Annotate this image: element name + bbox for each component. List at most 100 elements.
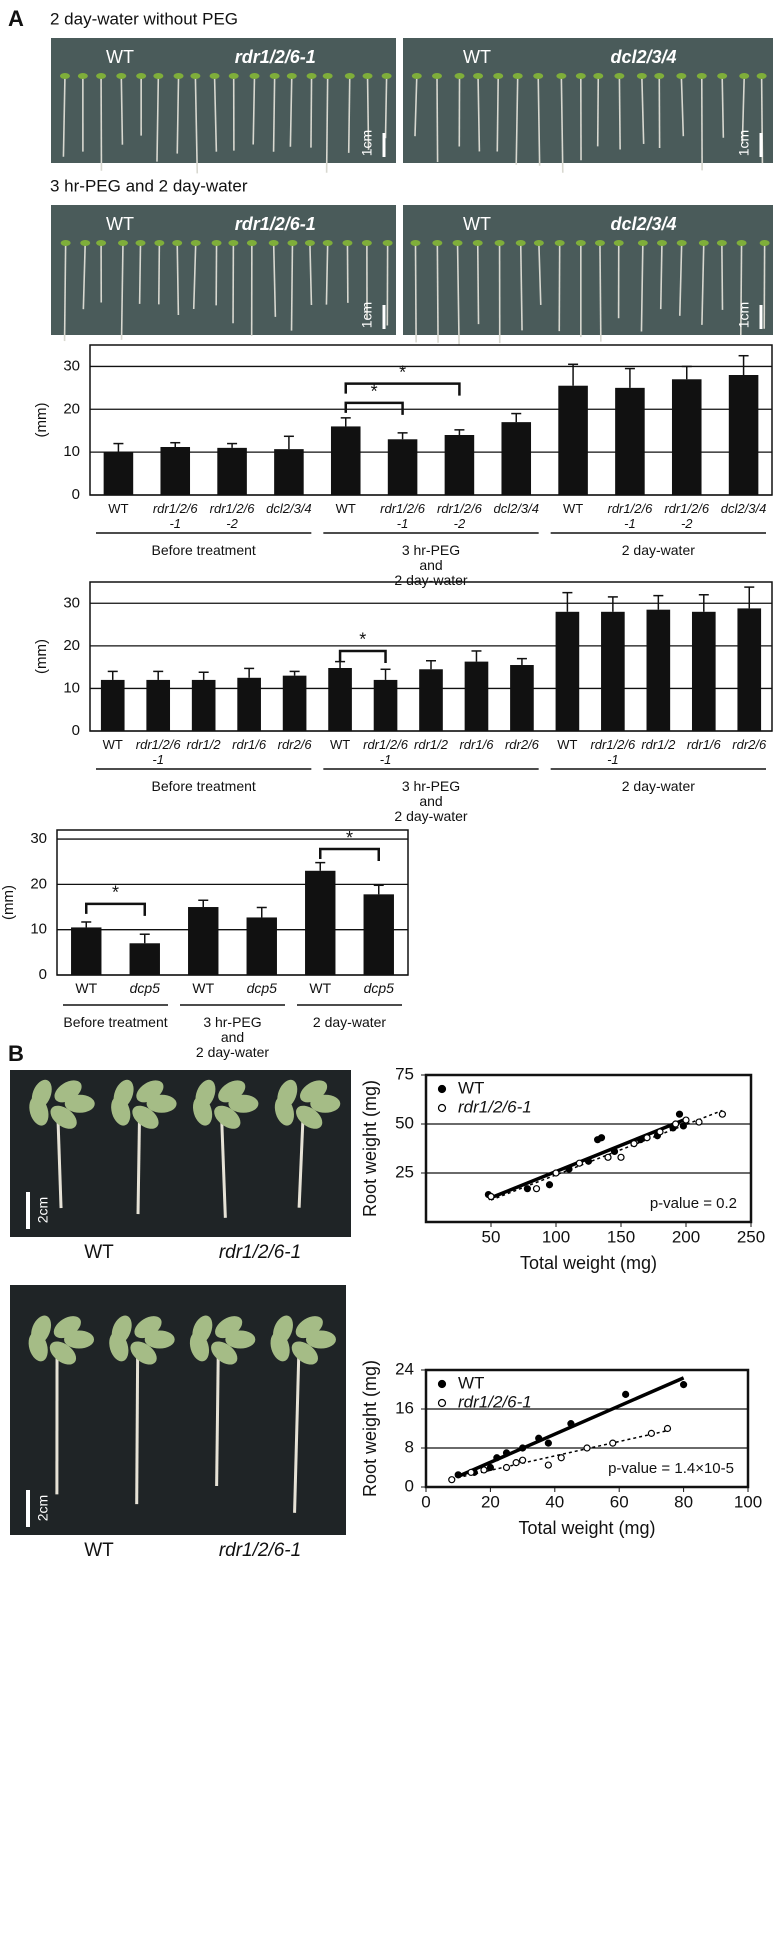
seedling-root: [496, 75, 500, 152]
seedling-leaf: [228, 240, 239, 246]
x-tick-label: 0: [421, 1492, 430, 1511]
plant-leaf: [111, 1315, 132, 1345]
panel-label: B: [8, 1041, 24, 1066]
bar: [282, 675, 307, 731]
scatter-point: [518, 1444, 527, 1452]
x-tick-label: 100: [734, 1492, 762, 1511]
genotype-label: WT: [84, 1540, 114, 1561]
genotype-label: rdr1/2/6-1: [219, 1242, 301, 1263]
bar: [555, 611, 580, 731]
seedling-leaf: [452, 240, 463, 246]
scatter-point: [567, 1420, 575, 1428]
seedling-root: [436, 242, 439, 343]
x-tick-label: 200: [672, 1227, 700, 1246]
seedling-root: [384, 75, 388, 139]
plant-leaf: [295, 1105, 323, 1129]
seedling-leaf: [637, 240, 648, 246]
seedling-root: [414, 242, 417, 343]
bar: [330, 426, 361, 495]
seedling-leaf: [575, 240, 586, 246]
seedling-root: [309, 242, 313, 306]
seedling-leaf: [515, 240, 526, 246]
scatter-point: [535, 1434, 543, 1442]
seedling-leaf: [410, 240, 421, 246]
scatter-point: [575, 1159, 584, 1167]
scatter-point: [597, 1134, 606, 1142]
seedling-root: [252, 75, 256, 145]
y-tick-label: 20: [63, 637, 80, 654]
group-label: 3 hr-PEG and 2 day-water: [394, 542, 468, 588]
y-tick-label: 25: [395, 1162, 414, 1181]
x-tick-label: 60: [610, 1492, 629, 1511]
plant-leaf: [132, 1105, 159, 1129]
seedling-leaf: [228, 73, 239, 79]
genotype-label: dcl2/3/4: [610, 47, 676, 67]
seedling-leaf: [654, 73, 665, 79]
bar: [146, 679, 171, 731]
scatter-point: [682, 1116, 690, 1124]
seedling-root: [192, 242, 197, 310]
bar: [363, 894, 394, 975]
seedling-root: [62, 75, 66, 157]
scatter-point: [518, 1456, 527, 1464]
seedling-root: [213, 75, 218, 152]
genotype-label: WT: [84, 1242, 114, 1263]
scatter-point: [604, 1153, 612, 1161]
x-tick-label: rdr1/2/6 -1: [363, 737, 408, 767]
seedling-leaf: [362, 73, 373, 79]
seedling-root: [436, 75, 439, 163]
y-axis-label: (mm): [33, 403, 50, 438]
bar: [671, 379, 702, 495]
seedling-leaf: [472, 240, 483, 246]
plant-leaf: [195, 1079, 216, 1109]
seedling-leaf: [286, 73, 297, 79]
bar: [387, 439, 418, 495]
seedling-leaf: [344, 73, 355, 79]
plant-root: [135, 1347, 140, 1505]
seedling-root: [680, 75, 685, 137]
scatter-point: [448, 1476, 456, 1484]
x-axis-label: Total weight (mg): [520, 1253, 657, 1273]
y-tick-label: 20: [30, 875, 47, 892]
x-tick-label: rdr1/2: [641, 737, 676, 752]
bar: [728, 375, 759, 495]
bar: [737, 608, 762, 731]
bar: [558, 385, 588, 495]
x-tick-label: rdr1/2/6 -2: [437, 501, 482, 531]
bar: [305, 870, 336, 975]
plant-leaf: [192, 1315, 213, 1345]
seedling-leaf: [636, 73, 647, 79]
x-tick-label: dcp5: [246, 980, 277, 996]
plant-root: [293, 1347, 301, 1513]
seedling-root: [138, 242, 142, 304]
plot-frame: [424, 1073, 753, 1224]
plant-leaf: [50, 1105, 77, 1129]
legend-marker: [437, 1398, 447, 1408]
seedling-root: [538, 242, 542, 305]
x-tick-label: dcl2/3/4: [493, 501, 540, 516]
bar: [129, 943, 160, 975]
plant-leaf: [295, 1316, 323, 1339]
scatter-point: [617, 1153, 625, 1161]
seedling-leaf: [432, 240, 443, 246]
significance-mark: *: [112, 883, 119, 903]
plant-root: [56, 1111, 63, 1209]
seedling-leaf: [594, 240, 605, 246]
seedling-root: [659, 242, 663, 310]
seedling-root: [63, 242, 67, 342]
y-tick-label: 16: [395, 1398, 414, 1417]
y-tick-label: 50: [395, 1113, 414, 1132]
y-axis-label: (mm): [0, 885, 17, 920]
plant-leaf: [113, 1079, 134, 1109]
scatter-point: [695, 1118, 703, 1126]
trend-line: [490, 1109, 723, 1201]
seedling-leaf: [80, 240, 91, 246]
x-tick-label: rdr1/2/6 -2: [664, 501, 710, 531]
scatter-point: [622, 1390, 630, 1398]
x-tick-label: rdr1/2/6 -1: [380, 501, 425, 531]
y-tick-label: 8: [405, 1437, 414, 1456]
seedling-leaf: [246, 240, 257, 246]
seedling-leaf: [117, 240, 128, 246]
seedling-leaf: [211, 240, 222, 246]
